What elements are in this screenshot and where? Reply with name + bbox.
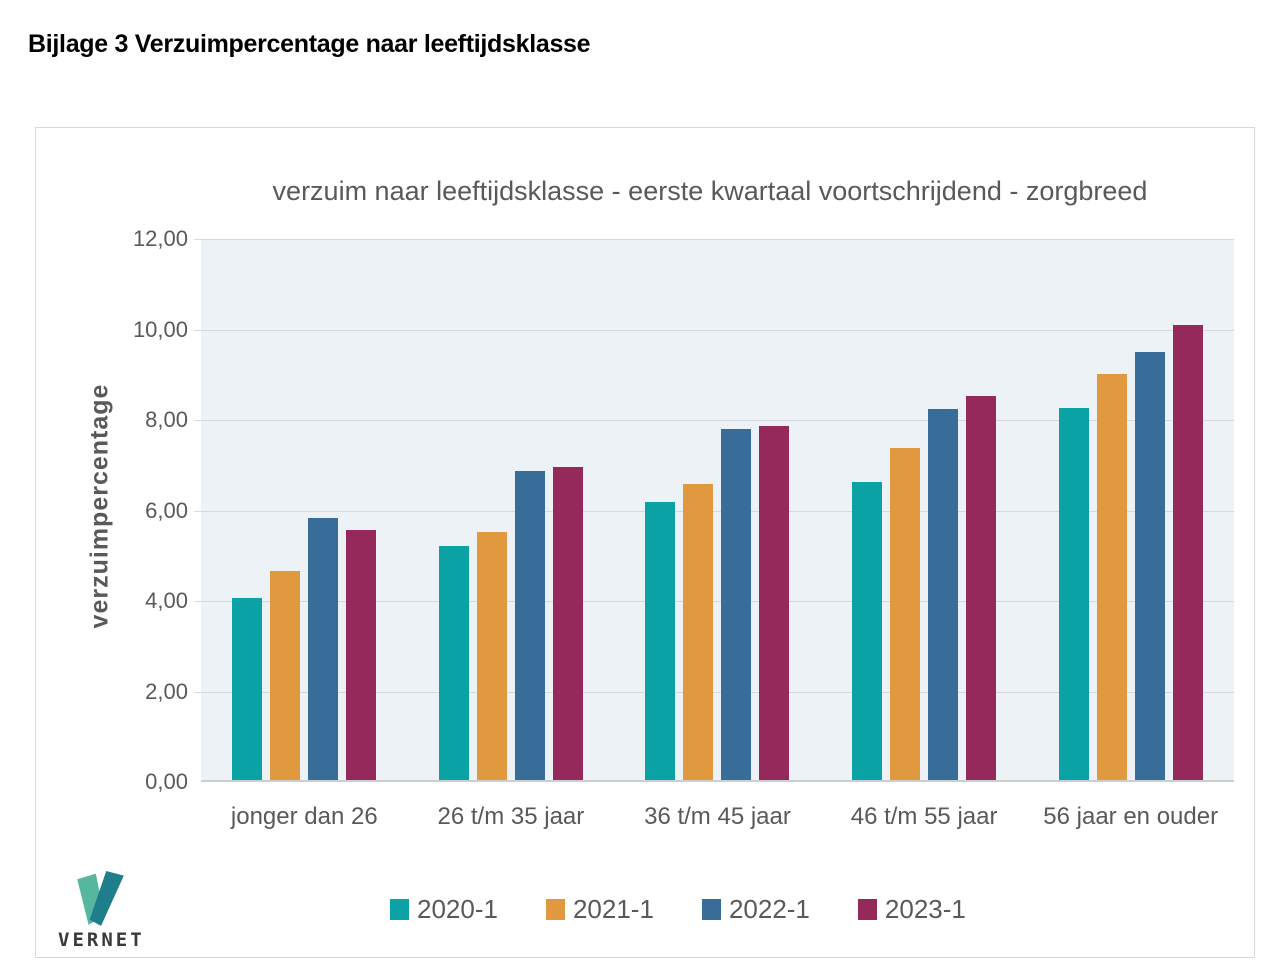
legend-label: 2020-1 (417, 894, 498, 924)
gridline (194, 601, 1234, 602)
gridline (194, 691, 1234, 693)
bar-2021-1 (683, 484, 714, 780)
y-tick-label: 12,00 (132, 226, 188, 251)
bar-2021-1 (890, 447, 921, 780)
bar-2022-1 (928, 409, 959, 780)
y-tick-label: 10,00 (132, 316, 188, 342)
chart-title: verzuim naar leeftijdsklasse - eerste kw… (272, 176, 1148, 206)
bar-2020-1 (1058, 407, 1089, 780)
gridline (194, 329, 1234, 331)
bar-group-1 (201, 239, 408, 780)
bar-2020-1 (232, 598, 263, 780)
chart-legend: 2020-1 2021-1 2022-1 2023-1 (390, 894, 966, 925)
gridline (194, 510, 1234, 512)
vernet-logo-text: VERNET (58, 929, 145, 951)
legend-swatch-icon (390, 899, 409, 920)
legend-label: 2022-1 (728, 894, 810, 924)
y-tick-label: 0,00 (145, 769, 188, 794)
bar-2022-1 (514, 471, 545, 780)
x-category-label: 46 t/m 55 jaar (850, 803, 998, 830)
chart-card: verzuim naar leeftijdsklasse - eerste kw… (35, 127, 1255, 958)
bar-2023-1 (1172, 325, 1203, 780)
bar-group-4 (821, 239, 1028, 780)
bar-2022-1 (1134, 352, 1165, 780)
legend-label: 2023-1 (884, 894, 966, 924)
legend-item-2021-1: 2021-1 (545, 894, 654, 925)
bar-2023-1 (759, 425, 790, 780)
legend-label: 2021-1 (572, 894, 654, 924)
bar-2020-1 (645, 502, 676, 780)
bar-2023-1 (966, 395, 997, 780)
y-tick-label: 8,00 (145, 407, 188, 432)
y-tick-label: 4,00 (145, 588, 188, 613)
page-title: Bijlage 3 Verzuimpercentage naar leeftij… (28, 30, 591, 58)
y-axis-tick-labels: 0,00 2,00 4,00 6,00 8,00 10,00 12,00 (96, 226, 188, 794)
vernet-logo: VERNET (58, 871, 168, 951)
vernet-logo-icon (77, 871, 124, 926)
bar-2021-1 (270, 570, 301, 780)
bar-2021-1 (1096, 374, 1127, 780)
legend-item-2022-1: 2022-1 (701, 894, 810, 925)
bar-group-3 (614, 239, 821, 780)
bar-2020-1 (852, 481, 883, 780)
bar-group-5 (1027, 239, 1234, 780)
x-category-label: 26 t/m 35 jaar (437, 803, 585, 830)
bar-2022-1 (721, 429, 752, 780)
gridline (194, 420, 1234, 421)
x-category-label: jonger dan 26 (230, 803, 378, 830)
x-category-label: 36 t/m 45 jaar (644, 803, 791, 830)
bar-2021-1 (476, 532, 507, 780)
legend-swatch-icon (701, 899, 721, 920)
legend-swatch-icon (857, 899, 877, 920)
x-axis-labels: jonger dan 26 26 t/m 35 jaar 36 t/m 45 jaa… (201, 803, 1234, 835)
bar-group-2 (408, 239, 615, 780)
plot-area (194, 239, 1234, 782)
bar-2023-1 (552, 467, 583, 780)
x-category-label: 56 jaar en ouder (1043, 803, 1219, 830)
y-tick-label: 2,00 (145, 678, 188, 704)
gridline (194, 239, 1234, 240)
bar-2023-1 (346, 530, 377, 780)
bar-2020-1 (438, 545, 469, 780)
bar-2022-1 (308, 518, 339, 780)
legend-item-2020-1: 2020-1 (390, 894, 498, 925)
y-tick-label: 6,00 (145, 497, 188, 523)
legend-item-2023-1: 2023-1 (857, 894, 966, 925)
legend-swatch-icon (545, 899, 565, 920)
